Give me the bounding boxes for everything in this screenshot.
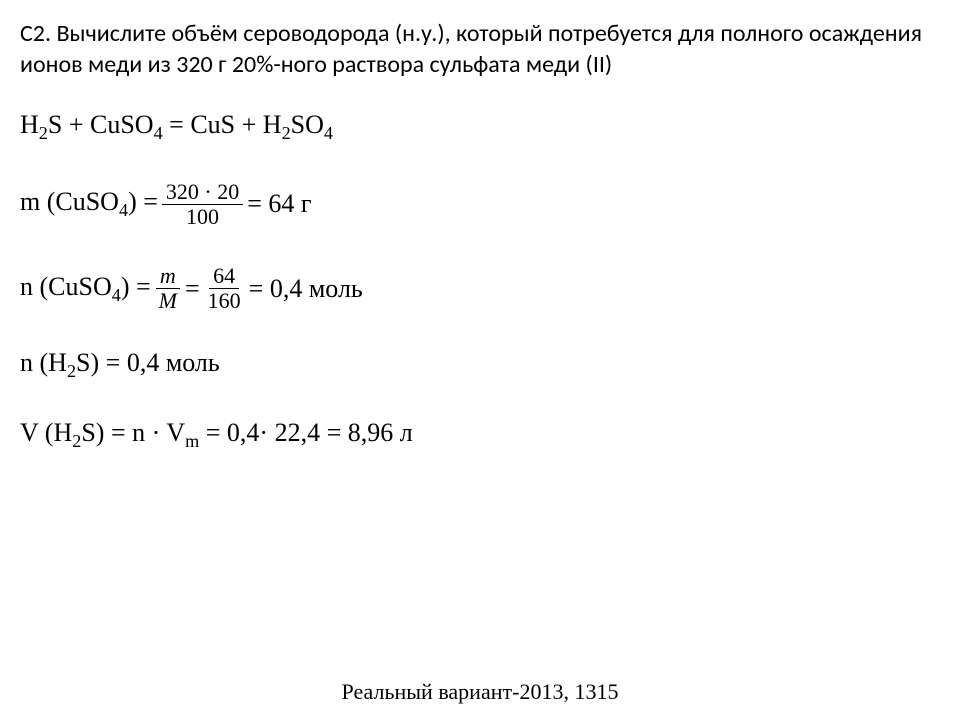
moles-cuso4-calculation: n (CuSO4) = m M = 64 160 = 0,4 моль: [20, 264, 940, 313]
problem-statement: С2. Вычислите объём сероводорода (н.у.),…: [20, 18, 940, 80]
footer-source: Реальный вариант-2013, 1315: [0, 679, 960, 705]
volume-text: V (H2S) = n · Vm = 0,4· 22,4 = 8,96 л: [20, 418, 413, 452]
chemical-equation: H2S + CuSO4 = CuS + H2SO4: [20, 110, 940, 144]
mass-result: = 64 г: [247, 189, 311, 219]
moles-h2s-text: n (H2S) = 0,4 моль: [20, 348, 220, 382]
mass-fraction: 320 · 20 100: [162, 180, 243, 229]
mass-prefix: m (CuSO4) =: [20, 187, 158, 221]
moles-fraction-2: 64 160: [204, 264, 245, 313]
moles-mid: =: [185, 274, 200, 304]
moles-h2s-statement: n (H2S) = 0,4 моль: [20, 348, 940, 382]
equation-text: H2S + CuSO4 = CuS + H2SO4: [20, 110, 333, 144]
moles-result: = 0,4 моль: [249, 274, 363, 304]
moles-fraction-1: m M: [155, 264, 181, 313]
mass-calculation: m (CuSO4) = 320 · 20 100 = 64 г: [20, 180, 940, 229]
moles-prefix: n (CuSO4) =: [20, 272, 151, 306]
volume-calculation: V (H2S) = n · Vm = 0,4· 22,4 = 8,96 л: [20, 418, 940, 452]
